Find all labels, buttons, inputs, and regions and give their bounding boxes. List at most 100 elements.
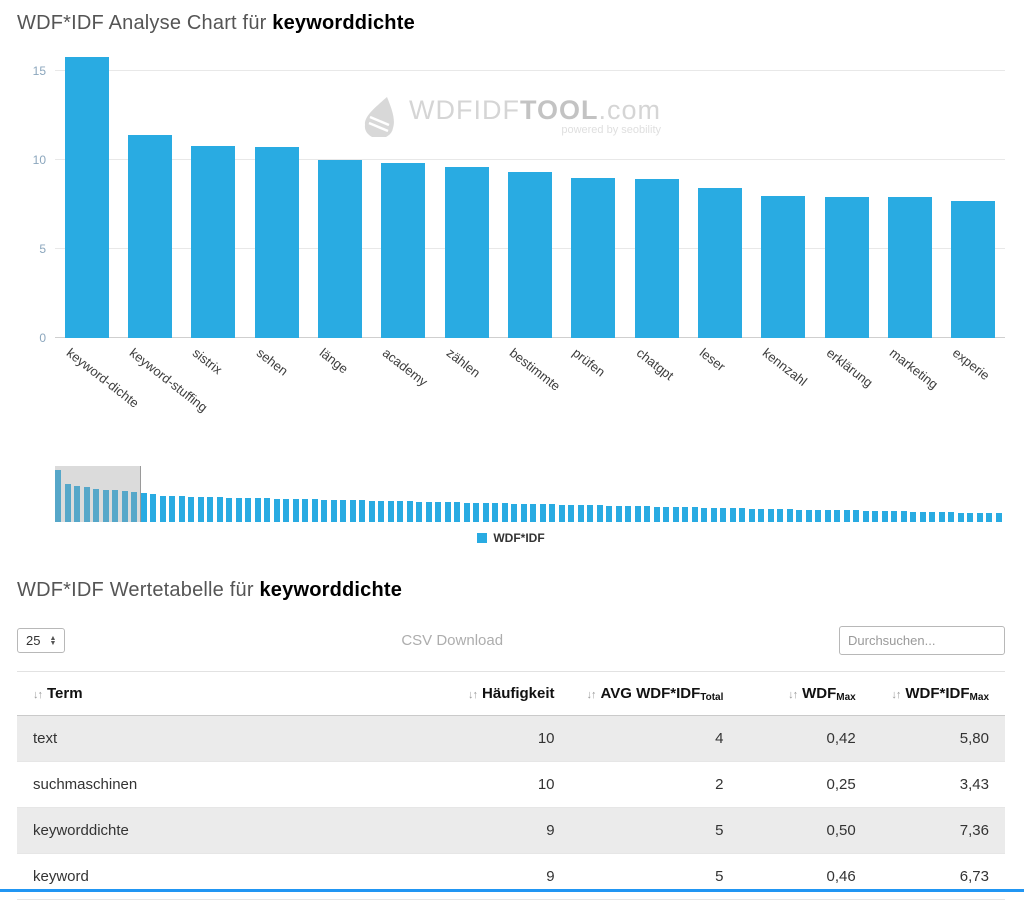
column-header-wdf-idf[interactable]: ↓↑ WDF*IDFMax (871, 671, 1005, 716)
wdfidf-bar-chart: 0 5 10 15 keyword-dichte keyword-stuffing sis… (17, 53, 1005, 450)
navigator-bar (663, 506, 669, 522)
navigator-bar (416, 501, 422, 522)
value-cell: 5,80 (871, 715, 1005, 762)
y-axis-tick-label: 0 (39, 331, 46, 345)
navigator-bar (159, 495, 166, 522)
x-axis-label: bestimmte (506, 345, 564, 394)
bar-prüfen[interactable] (571, 177, 616, 338)
bar-zählen[interactable] (444, 167, 489, 338)
navigator-bar (634, 505, 641, 522)
value-cell: 10 (432, 761, 571, 808)
bar-kennzahl[interactable] (761, 195, 806, 338)
navigator-bar (463, 502, 470, 522)
stepper-arrows-icon: ▲ ▼ (49, 634, 57, 647)
bar-chatgpt[interactable] (634, 179, 679, 338)
navigator-bar (815, 509, 821, 522)
page-size-value: 25 (26, 633, 41, 648)
navigator-bar (131, 492, 137, 522)
sort-icon: ↓↑ (788, 689, 798, 701)
bar-keyword-dichte[interactable] (64, 56, 109, 338)
bar-erklärung[interactable] (824, 197, 869, 338)
navigator-bar (824, 509, 831, 522)
column-header-wdf[interactable]: ↓↑ WDFMax (739, 671, 872, 716)
navigator-bar (587, 504, 593, 522)
sort-icon: ↓↑ (33, 689, 43, 701)
csv-download-button[interactable]: CSV Download (401, 632, 504, 649)
bar-marketing[interactable] (888, 197, 932, 338)
navigator-bar (216, 497, 223, 522)
navigator-bar (758, 508, 764, 522)
navigator-bar (454, 502, 460, 522)
navigator-bar (150, 494, 156, 522)
navigator-bar (881, 511, 888, 522)
bar-sehen[interactable] (254, 147, 299, 338)
value-cell: 3,43 (871, 761, 1005, 808)
navigator-bar (549, 504, 555, 522)
column-header-term[interactable]: ↓↑ Term (17, 671, 433, 716)
navigator-bar (292, 498, 299, 522)
bar-leser[interactable] (698, 188, 742, 338)
column-header-label: WDF (802, 685, 837, 702)
column-header-häufigkeit[interactable]: ↓↑ Häufigkeit (432, 671, 571, 716)
navigator-bar (872, 510, 878, 522)
navigator-bar (577, 504, 584, 522)
navigator-bar (568, 504, 574, 522)
value-cell: 0,46 (739, 853, 872, 900)
navigator-bar (767, 508, 774, 522)
navigator-bar (359, 500, 365, 522)
sort-icon: ↓↑ (586, 689, 597, 701)
bar-experie[interactable] (951, 200, 996, 338)
navigator-bar (188, 496, 194, 522)
navigator-bar (796, 509, 802, 522)
navigator-bar (929, 512, 935, 522)
term-cell: text (17, 715, 433, 762)
chart-navigator[interactable] (55, 466, 1005, 522)
table-row: keyword 9 5 0,46 6,73 (17, 853, 1005, 900)
x-axis-label: prüfen (570, 345, 609, 380)
xaxis-labels: keyword-dichte keyword-stuffing sistrix seh… (55, 338, 1005, 450)
navigator-bar (273, 498, 280, 522)
chart-title: WDF*IDF Analyse Chart für keyworddichte (17, 12, 1005, 35)
page-size-select[interactable]: 25 ▲ ▼ (17, 628, 66, 653)
navigator-bar (93, 489, 99, 522)
navigator-bar (112, 490, 118, 522)
navigator-bar (976, 513, 983, 522)
navigator-bar (995, 513, 1002, 522)
bar-sistrix[interactable] (191, 145, 236, 338)
navigator-bar (349, 499, 356, 522)
table-row: text 10 4 0,42 5,80 (17, 715, 1005, 762)
bar-länge[interactable] (318, 159, 362, 338)
navigator-bar (178, 496, 185, 522)
navigator-bar (900, 511, 907, 522)
navigator-bar (254, 497, 261, 522)
navigator-bar (511, 503, 517, 522)
table-title-prefix: WDF*IDF Wertetabelle für (17, 579, 260, 601)
search-input[interactable] (839, 626, 1005, 655)
wdfidf-values-table: ↓↑ Term ↓↑ Häufigkeit ↓↑ AVG WDF*IDFTotal ↓↑ WD… (17, 671, 1005, 900)
navigator-selection-handle[interactable] (55, 466, 141, 522)
y-axis-tick-label: 10 (32, 152, 46, 167)
chart-legend[interactable]: WDF*IDF (17, 531, 1005, 545)
column-header-avg-wdf-idf[interactable]: ↓↑ AVG WDF*IDFTotal (570, 671, 740, 716)
x-axis-label: experie (950, 345, 993, 384)
bar-academy[interactable] (381, 163, 426, 338)
navigator-bar (938, 512, 945, 522)
bar-bestimmte[interactable] (508, 172, 552, 338)
navigator-bar (55, 470, 61, 522)
bar-keyword-stuffing[interactable] (128, 134, 172, 338)
navigator-bar (558, 504, 565, 522)
navigator-bar (64, 484, 71, 522)
navigator-bar (226, 497, 232, 522)
navigator-bar (891, 511, 897, 522)
term-cell: keyworddichte (17, 807, 433, 854)
navigator-bar (682, 506, 688, 522)
x-axis-label: länge (316, 345, 352, 377)
navigator-bar (321, 499, 327, 522)
navigator-bar (121, 491, 128, 522)
x-axis-label: leser (696, 345, 729, 375)
table-title-keyword: keyworddichte (259, 579, 403, 601)
value-cell: 5 (570, 853, 740, 900)
navigator-bar (919, 511, 926, 522)
navigator-bar (805, 509, 812, 522)
table-bottom-accent (0, 889, 1024, 892)
